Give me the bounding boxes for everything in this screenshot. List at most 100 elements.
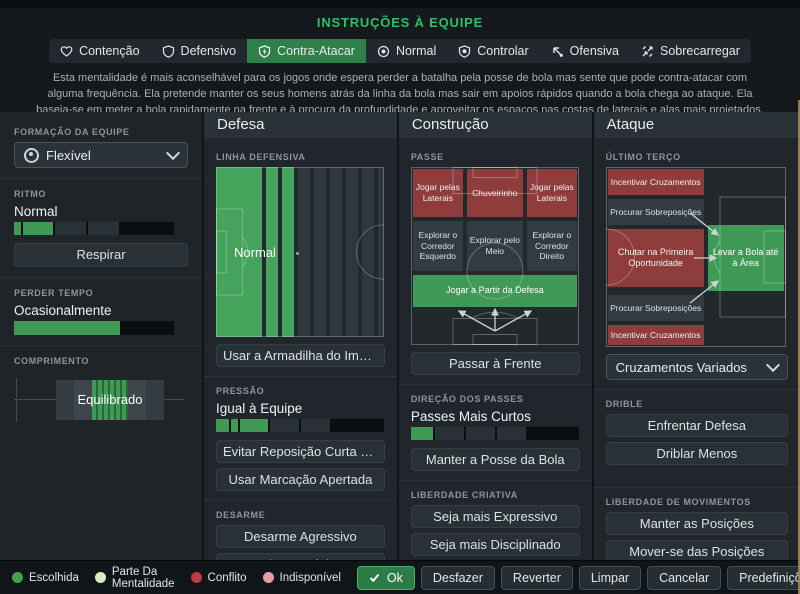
tackling-label: DESARME (216, 510, 266, 520)
mentality-dot-icon (94, 572, 106, 583)
zone-play-out-of-defence[interactable]: Jogar a Partir da Defesa (412, 275, 577, 307)
passing-pitch[interactable]: Jogar pelas Laterais Chuveirinho Jogar p… (410, 167, 579, 345)
tab-label: Contenção (79, 44, 140, 58)
formation-label: FORMAÇÃO DA EQUIPE (14, 127, 130, 137)
tab-controlar[interactable]: Controlar (447, 39, 539, 63)
offside-trap-button[interactable]: Usar a Armadilha do Impedime... (216, 344, 385, 367)
tight-marking-button[interactable]: Usar Marcação Apertada (216, 468, 385, 491)
run-at-defence-button[interactable]: Enfrentar Defesa (605, 414, 788, 437)
sidebar-team-shape: FORMAÇÃO DA EQUIPE Flexível RITMO Normal… (0, 112, 202, 560)
time-wasting-label: PERDER TEMPO (14, 288, 94, 298)
pressing-value: Igual à Equipe (216, 401, 303, 416)
zone-shoot-on-sight[interactable]: Chutar na Primeira Oportunidade (607, 229, 704, 287)
avoid-short-gk-button[interactable]: Evitar Reposição Curta do GL (216, 440, 385, 463)
column-attack: Ataque ÚLTIMO TERÇO Incentivar Cruzament… (593, 112, 800, 560)
control-shield-icon (459, 44, 471, 58)
crossing-value: Cruzamentos Variados (615, 359, 747, 375)
tab-ofensiva[interactable]: Ofensiva (540, 39, 630, 63)
defensive-line-marker (296, 252, 299, 255)
page-title: INSTRUÇÕES À EQUIPE (316, 15, 484, 30)
zone-wide-left[interactable]: Jogar pelas Laterais (412, 169, 463, 217)
time-wasting-bar[interactable] (14, 321, 174, 335)
width-slider[interactable]: Equilibrado (14, 372, 188, 428)
zone-wide-right[interactable]: Jogar pelas Laterais (526, 169, 577, 217)
tab-normal[interactable]: Normal (366, 39, 447, 63)
defensive-line-label: LINHA DEFENSIVA (216, 152, 306, 162)
legend-label: Conflito (207, 571, 247, 584)
chevron-down-icon (165, 145, 181, 161)
retain-possession-button[interactable]: Manter a Posse da Bola (410, 448, 580, 471)
zone-cross-top[interactable]: Incentivar Cruzamentos (607, 169, 704, 195)
window-top-strip (0, 0, 800, 8)
zone-overlap-bottom[interactable]: Procurar Sobreposições (607, 295, 704, 321)
presets-button[interactable]: Predefinições... (727, 565, 800, 590)
tab-sobrecarregar[interactable]: Sobrecarregar (630, 39, 751, 63)
selected-dot-icon (12, 572, 23, 583)
zone-right-channel[interactable]: Explorar o Corredor Direito (526, 221, 577, 271)
attack-header: Ataque (593, 112, 800, 138)
crossing-dropdown[interactable]: Cruzamentos Variados (605, 354, 788, 380)
attack-arrow-icon (552, 46, 563, 57)
tempo-bar[interactable] (14, 222, 174, 235)
directness-value: Passes Mais Curtos (410, 409, 531, 424)
tab-label: Contra-Atacar (277, 44, 355, 58)
cancel-button[interactable]: Cancelar (647, 565, 722, 590)
be-more-disciplined-button[interactable]: Seja mais Disciplinado (410, 533, 580, 556)
chevron-down-icon (765, 357, 781, 373)
pressing-bar[interactable] (216, 419, 384, 432)
zone-left-channel[interactable]: Explorar o Corredor Esquerdo (412, 221, 463, 271)
zone-route-one[interactable]: Chuveirinho (466, 169, 523, 217)
be-more-expressive-button[interactable]: Seja mais Expressivo (410, 505, 580, 528)
dribble-less-button[interactable]: Driblar Menos (605, 442, 788, 465)
undo-button[interactable]: Desfazer (420, 565, 495, 590)
zone-overlap-top[interactable]: Procurar Sobreposições (607, 199, 704, 225)
legend-unavailable: Indisponível (262, 572, 341, 584)
buildup-header: Construção (398, 112, 592, 138)
formation-dropdown[interactable]: Flexível (14, 142, 188, 168)
mentality-tabbar: Contenção Defensivo Contra-Atacar Normal… (0, 39, 800, 63)
tab-label: Ofensiva (569, 44, 620, 58)
zone-middle[interactable]: Explorar pelo Meio (466, 221, 523, 271)
zone-work-ball-into-box[interactable]: Levar a Bola até à Área (707, 225, 784, 291)
check-icon (369, 573, 380, 583)
overload-arrows-icon (642, 45, 653, 57)
revert-button[interactable]: Reverter (500, 565, 573, 590)
final-third-label: ÚLTIMO TERÇO (605, 152, 681, 162)
unavailable-dot-icon (262, 572, 274, 583)
counter-attack-shield-bolt-icon (259, 44, 271, 58)
zone-cross-bottom[interactable]: Incentivar Cruzamentos (607, 325, 704, 345)
dribbling-label: DRIBLE (605, 399, 643, 409)
tab-label: Defensivo (180, 44, 237, 58)
tab-defensivo[interactable]: Defensivo (151, 39, 248, 63)
legend-conflict: Conflito (190, 571, 247, 584)
final-third-pitch[interactable]: Incentivar Cruzamentos Procurar Sobrepos… (605, 167, 786, 347)
clear-button[interactable]: Limpar (578, 565, 642, 590)
pressing-label: PRESSÃO (216, 386, 265, 396)
tempo-breathe-button[interactable]: Respirar (14, 243, 188, 267)
time-wasting-value: Ocasionalmente (14, 303, 112, 318)
footer-bar: Escolhida Parte Da Mentalidade Conflito … (0, 560, 800, 594)
width-distribution (56, 380, 164, 420)
ok-label: Ok (386, 570, 403, 585)
tab-contencao[interactable]: Contenção (49, 39, 150, 63)
width-value: Equilibrado (77, 392, 143, 407)
legend-label: Escolhida (29, 571, 79, 584)
tab-label: Normal (395, 44, 437, 58)
defence-header: Defesa (204, 112, 397, 138)
move-into-channels-button[interactable]: Mover-se das Posições (605, 540, 788, 560)
formation-value: Flexível (46, 147, 91, 163)
tab-label: Sobrecarregar (660, 44, 740, 58)
stick-to-positions-button[interactable]: Manter as Posições (605, 512, 788, 535)
tab-contra-atacar[interactable]: Contra-Atacar (247, 39, 366, 63)
avoid-slide-tackles-button[interactable]: Evitar Carrinhos (216, 553, 385, 560)
ok-button[interactable]: Ok (356, 565, 415, 590)
directness-bar[interactable] (410, 427, 579, 440)
target-icon (377, 45, 390, 57)
aggressive-tackling-button[interactable]: Desarme Agressivo (216, 525, 385, 548)
legend-label: Parte Da Mentalidade (111, 565, 175, 590)
column-buildup: Construção PASSE Jogar pelas Laterais Ch… (398, 112, 592, 560)
defensive-line-pitch[interactable]: Normal (216, 167, 384, 337)
conflict-dot-icon (190, 572, 202, 583)
pass-into-space-button[interactable]: Passar à Frente (410, 352, 580, 375)
